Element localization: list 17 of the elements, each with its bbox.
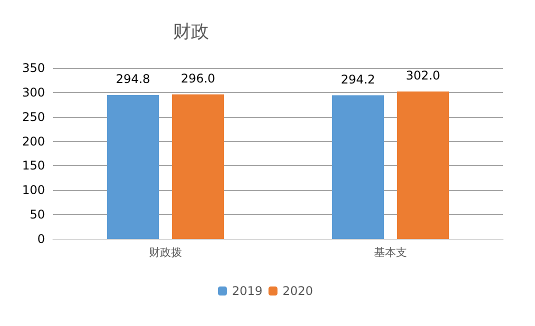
x-tick-label: 财政拨: [149, 246, 182, 259]
legend-label: 2019: [232, 284, 263, 298]
data-label: 294.2: [340, 72, 376, 86]
y-tick-label: 0: [37, 232, 45, 246]
y-tick-label: 300: [22, 85, 45, 100]
y-tick-label: 350: [22, 61, 45, 75]
y-tick-label: 100: [22, 183, 45, 198]
y-tick-label: 200: [22, 134, 45, 148]
data-label: 296.0: [180, 71, 216, 86]
x-tick-label: 基本支: [374, 246, 407, 259]
y-tick-label: 150: [22, 158, 45, 173]
legend-label: 2020: [282, 284, 314, 298]
data-label: 302.0: [406, 68, 440, 82]
y-tick-label: 250: [22, 110, 45, 124]
chart-title: 财政: [173, 22, 209, 42]
data-label: 294.8: [116, 72, 150, 86]
y-tick-label: 50: [30, 208, 45, 222]
